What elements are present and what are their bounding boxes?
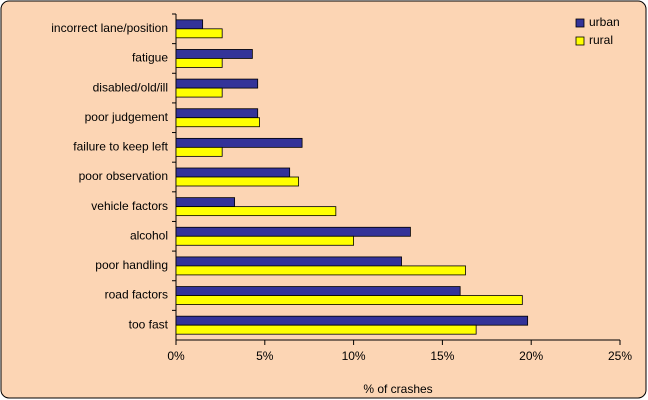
y-tick-label: disabled/old/ill (93, 80, 168, 94)
bar (175, 226, 411, 237)
y-tick-label: alcohol (130, 228, 168, 242)
legend-label: urban (589, 15, 620, 29)
x-tick-label: 15% (430, 349, 454, 363)
y-tick-label: poor judgement (85, 110, 169, 124)
y-tick-label: incorrect lane/position (51, 21, 168, 35)
bar (175, 265, 466, 276)
bar (175, 117, 260, 128)
bar (175, 197, 236, 208)
bar (175, 146, 223, 157)
x-tick-label: 25% (608, 349, 632, 363)
bar (175, 58, 223, 68)
y-tick-label: poor observation (79, 169, 168, 183)
y-tick-label: poor handling (95, 258, 168, 272)
bar (175, 286, 461, 296)
bar (175, 324, 477, 335)
legend-swatch (575, 18, 585, 28)
bar (175, 315, 529, 326)
legend-label: rural (589, 33, 613, 47)
bar (175, 78, 259, 89)
x-tick-label: 0% (167, 349, 185, 363)
x-axis-label: % of crashes (363, 382, 432, 396)
y-tick-label: fatigue (132, 51, 168, 65)
bar (175, 206, 337, 217)
bar (175, 28, 223, 39)
bar (175, 295, 523, 305)
y-tick-label: failure to keep left (73, 140, 168, 154)
bar (175, 87, 223, 98)
x-tick-label: 10% (342, 349, 366, 363)
bar (175, 49, 253, 59)
bar (175, 137, 303, 148)
bar (175, 167, 291, 178)
bar (175, 256, 402, 267)
y-tick-label: vehicle factors (91, 199, 168, 213)
y-tick-label: too fast (129, 317, 169, 331)
y-tick-label: road factors (105, 288, 168, 302)
bar (175, 176, 299, 187)
x-tick-label: 5% (256, 349, 274, 363)
bar (175, 108, 259, 119)
legend-swatch (575, 36, 585, 46)
x-tick-label: 20% (519, 349, 543, 363)
bar (175, 19, 204, 30)
bar (175, 235, 355, 246)
